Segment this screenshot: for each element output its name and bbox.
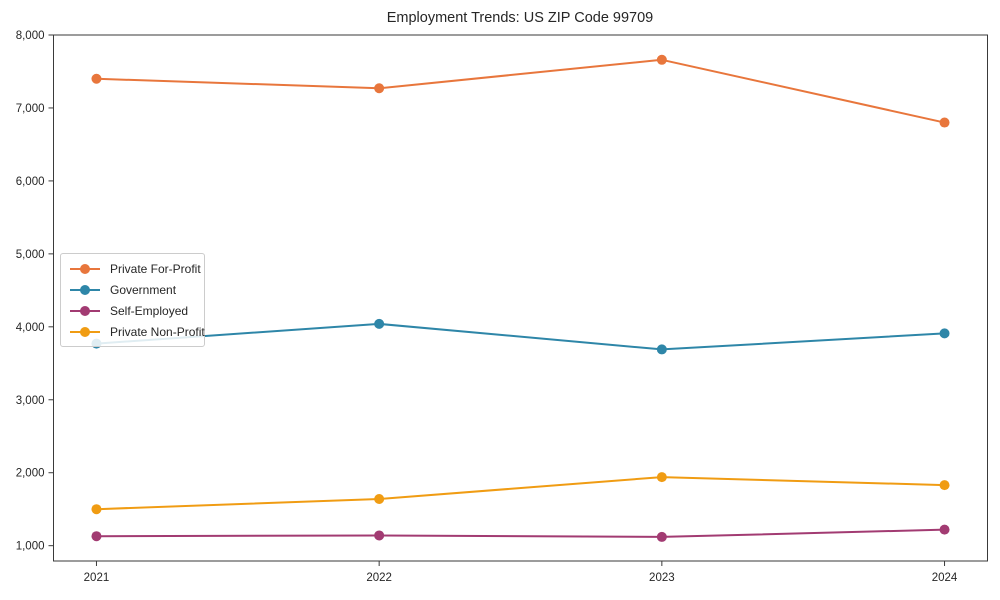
x-tick-label: 2021 — [84, 572, 110, 584]
legend-item-government: Government — [70, 279, 200, 300]
data-point-private-non-profit — [939, 480, 950, 491]
x-tick-label: 2023 — [649, 572, 675, 584]
legend-item-private-non-profit: Private Non-Profit — [70, 321, 205, 342]
legend-label: Private Non-Profit — [110, 324, 205, 339]
data-point-self-employed — [374, 530, 385, 541]
data-point-government — [656, 344, 667, 355]
y-tick-label: 4,000 — [16, 322, 45, 334]
x-tick-label: 2024 — [932, 572, 958, 584]
legend-label: Government — [110, 282, 177, 297]
legend-line-marker-icon — [70, 284, 100, 296]
legend: Private For-Profit Government Self-Emplo… — [60, 253, 205, 347]
y-tick-label: 5,000 — [16, 249, 45, 261]
legend-item-private-for-profit: Private For-Profit — [70, 258, 201, 279]
data-point-private-for-profit — [656, 54, 667, 65]
data-point-private-for-profit — [939, 117, 950, 128]
series-line-private-non-profit — [95, 476, 946, 511]
chart-title: Employment Trends: US ZIP Code 99709 — [386, 10, 654, 26]
legend-line-marker-icon — [70, 305, 100, 317]
data-point-self-employed — [939, 524, 950, 535]
y-tick-label: 7,000 — [16, 103, 45, 115]
legend-label: Self-Employed — [110, 303, 189, 318]
y-tick-label: 3,000 — [16, 395, 45, 407]
data-point-private-non-profit — [656, 472, 667, 483]
y-tick-label: 2,000 — [16, 468, 45, 480]
data-point-private-for-profit — [374, 83, 385, 94]
legend-line-marker-icon — [70, 263, 100, 275]
legend-line-marker-icon — [70, 326, 100, 338]
data-point-private-non-profit — [91, 504, 102, 515]
data-point-government — [374, 318, 385, 329]
x-tick-label: 2022 — [366, 572, 392, 584]
data-point-self-employed — [91, 531, 102, 542]
plot-border — [53, 34, 988, 562]
series-line-self-employed — [95, 528, 946, 538]
data-point-private-non-profit — [374, 493, 385, 504]
data-point-self-employed — [656, 531, 667, 542]
legend-label: Private For-Profit — [110, 261, 201, 276]
data-point-government — [939, 328, 950, 339]
series-line-government — [95, 322, 946, 351]
legend-item-self-employed: Self-Employed — [70, 300, 200, 321]
y-tick-label: 6,000 — [16, 176, 45, 188]
series-line-private-for-profit — [95, 58, 946, 124]
y-tick-label: 1,000 — [16, 541, 45, 553]
y-tick-label: 8,000 — [16, 30, 45, 42]
data-point-private-for-profit — [91, 73, 102, 84]
